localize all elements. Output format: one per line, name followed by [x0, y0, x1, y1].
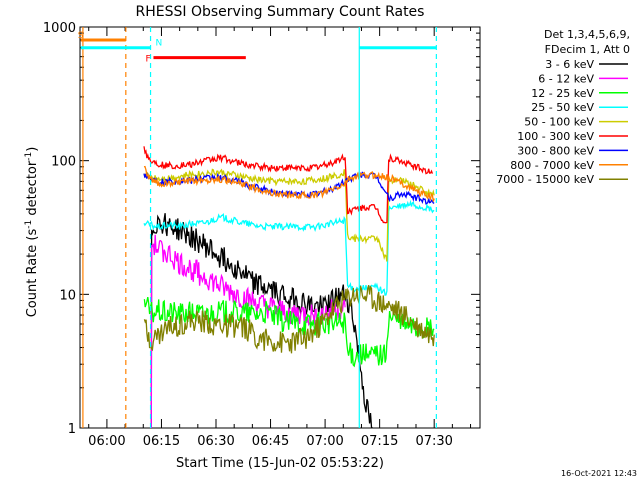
x-tick-label: 06:15 — [143, 434, 180, 449]
legend-entry-label: 25 - 50 keV — [531, 101, 594, 114]
plot-frame — [79, 26, 481, 429]
legend-entry-label: 100 - 300 keV — [517, 130, 594, 143]
y-axis-label-part: Count Rate (s — [25, 229, 40, 318]
legend-entry-label: 7000 - 15000 keV — [496, 173, 594, 186]
series-line — [143, 168, 435, 262]
x-tick-label: 06:45 — [252, 434, 289, 449]
flag-band-label: F — [145, 55, 150, 65]
y-axis-label-part: ) — [25, 147, 40, 152]
series-line — [150, 213, 373, 428]
y-tick-label: 1 — [68, 422, 76, 437]
y-axis-label-part: detector — [25, 160, 40, 220]
x-tick-label: 06:00 — [88, 434, 125, 449]
x-tick-label: 07:00 — [306, 434, 343, 449]
y-axis-label-exponent: -1 — [24, 152, 34, 161]
y-axis-label: Count Rate (s-1 detector-1) — [24, 147, 40, 318]
x-tick-label: 06:30 — [197, 434, 234, 449]
legend-entry-label: 3 - 6 keV — [545, 58, 594, 71]
y-tick-label: 100 — [51, 155, 76, 170]
legend-entry-label: 12 - 25 keV — [531, 87, 594, 100]
x-axis-label: Start Time (15-Jun-02 05:53:22) — [176, 456, 384, 471]
series-line — [143, 199, 435, 297]
plot-area: 1 10 100 1000 06:00 06:15 06:30 06:45 07:00 07:15… — [43, 21, 481, 449]
series-line — [143, 165, 435, 202]
legend-header: FDecim 1, Att 0 — [545, 43, 630, 56]
data-layer — [143, 146, 435, 428]
legend-entry-label: 50 - 100 keV — [524, 116, 594, 129]
series-line — [150, 234, 346, 428]
chart-title: RHESSI Observing Summary Count Rates — [136, 4, 425, 20]
x-tick-label: 07:15 — [361, 434, 398, 449]
footer-date: 16-Oct-2021 12:43 — [561, 469, 637, 478]
series-line — [143, 146, 434, 224]
legend: Det 1,3,4,5,6,9, FDecim 1, Att 0 3 - 6 keV… — [496, 28, 630, 186]
y-tick-label: 1000 — [43, 21, 76, 36]
legend-entry-label: 800 - 7000 keV — [510, 159, 594, 172]
legend-entry-label: 6 - 12 keV — [538, 72, 594, 85]
series-line — [143, 285, 435, 354]
series-line — [143, 296, 435, 368]
legend-header: Det 1,3,4,5,6,9, — [544, 28, 630, 41]
flag-band-label: S — [78, 31, 84, 41]
y-tick-label: 10 — [59, 288, 76, 303]
y-axis-label-exponent: -1 — [24, 220, 34, 229]
legend-entry-label: 300 - 800 keV — [517, 144, 594, 157]
flag-band-label: N — [156, 39, 163, 49]
x-tick-label: 07:30 — [415, 434, 452, 449]
